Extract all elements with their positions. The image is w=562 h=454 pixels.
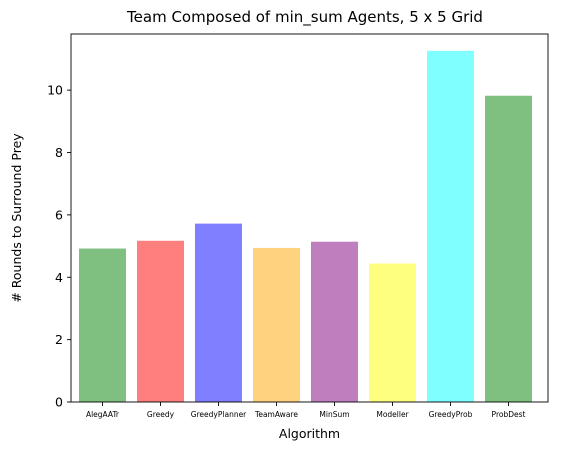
bar-minsum — [311, 241, 358, 402]
x-tick-label: AlegAATr — [86, 410, 120, 419]
y-tick-label: 2 — [55, 332, 63, 347]
y-tick-label: 10 — [47, 83, 63, 98]
x-axis-ticks: AlegAATr Greedy GreedyPlanner TeamAware MinS… — [86, 402, 526, 419]
y-tick-label: 8 — [55, 145, 63, 160]
y-tick-label: 6 — [55, 207, 63, 222]
y-tick-label: 0 — [55, 395, 63, 410]
bar-alegaatr — [79, 248, 126, 402]
bar-greedyprob — [427, 50, 474, 403]
x-axis-label: Algorithm — [279, 426, 340, 441]
bar-modeller — [369, 263, 416, 402]
x-tick-label: Greedy — [147, 410, 175, 419]
y-axis-ticks: 0 2 4 6 8 10 — [47, 83, 71, 410]
bar-probdest — [485, 95, 532, 403]
x-tick-label: Modeller — [376, 410, 409, 419]
x-tick-label: GreedyProb — [429, 410, 473, 419]
plot-frame — [70, 33, 549, 403]
x-tick-label: TeamAware — [254, 410, 298, 419]
x-tick-label: MinSum — [319, 410, 349, 419]
x-tick-label: ProbDest — [492, 410, 526, 419]
bar-greedy — [137, 240, 184, 402]
bar-teamaware — [253, 247, 300, 402]
y-tick-label: 4 — [55, 270, 63, 285]
bar-greedyplanner — [195, 223, 242, 402]
y-axis-label: # Rounds to Surround Prey — [9, 133, 24, 303]
bars — [79, 50, 532, 403]
chart-title: Team Composed of min_sum Agents, 5 x 5 G… — [126, 8, 483, 27]
x-tick-label: GreedyPlanner — [191, 410, 247, 419]
